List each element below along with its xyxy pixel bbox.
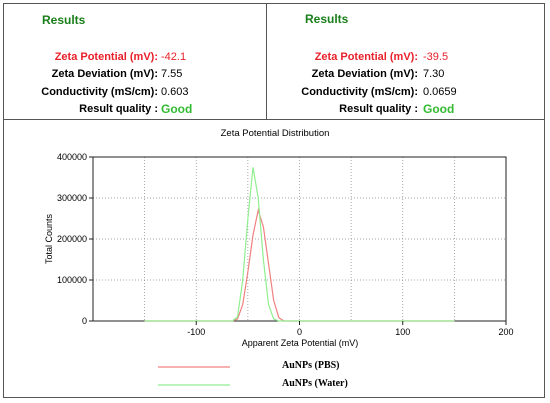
vertical-divider	[266, 3, 267, 119]
y-axis-label: Total Counts	[44, 213, 54, 264]
legend-label-pbs: AuNPs (PBS)	[282, 360, 340, 371]
panel-title: Results	[305, 12, 349, 26]
results-frame	[3, 3, 545, 398]
zeta-potential-label: Zeta Potential (mV):	[314, 51, 418, 63]
result-quality-label: Result quality :	[79, 103, 158, 115]
axis-ticks: -100 0 100 200 0 100000 200000 300000 400000	[57, 152, 514, 337]
legend: AuNPs (PBS) AuNPs (Water)	[158, 360, 348, 389]
y-tick-label: 400000	[57, 152, 87, 162]
conductivity-value: 0.603	[161, 86, 189, 98]
x-tick-label: 0	[297, 327, 302, 337]
x-tick-label: -100	[187, 327, 205, 337]
x-axis-label: Apparent Zeta Potential (mV)	[242, 338, 359, 348]
zeta-deviation-value: 7.30	[423, 68, 445, 80]
series-layer	[144, 167, 455, 322]
horizontal-divider	[3, 119, 545, 120]
result-quality-value: Good	[423, 102, 455, 116]
results-panel-left: Results Zeta Potential (mV): -42.1 Zeta …	[3, 3, 266, 119]
result-quality-value: Good	[161, 102, 193, 116]
series-line-0	[144, 207, 455, 322]
chart-title: Zeta Potential Distribution	[221, 128, 330, 139]
chart-grid	[93, 157, 506, 321]
zeta-deviation-value: 7.55	[161, 68, 183, 80]
zeta-potential-value: -42.1	[161, 51, 187, 63]
y-tick-label: 0	[82, 316, 87, 326]
y-tick-label: 200000	[57, 234, 87, 244]
y-tick-label: 100000	[57, 275, 87, 285]
zeta-potential-value: -39.5	[423, 51, 449, 63]
zeta-deviation-label: Zeta Deviation (mV):	[51, 68, 158, 80]
conductivity-value: 0.0659	[423, 86, 457, 98]
conductivity-label: Conductivity (mS/cm):	[301, 86, 418, 98]
x-tick-label: 200	[498, 327, 513, 337]
y-tick-label: 300000	[57, 193, 87, 203]
series-line-1	[144, 167, 455, 322]
conductivity-label: Conductivity (mS/cm):	[41, 86, 158, 98]
x-tick-label: 100	[395, 327, 410, 337]
result-quality-label: Result quality :	[339, 103, 418, 115]
results-panel-right: Results Zeta Potential (mV): -39.5 Zeta …	[267, 3, 545, 119]
zeta-potential-label: Zeta Potential (mV):	[54, 51, 158, 63]
panel-title: Results	[42, 13, 86, 27]
zeta-deviation-label: Zeta Deviation (mV):	[311, 68, 418, 80]
legend-label-water: AuNPs (Water)	[282, 378, 348, 389]
